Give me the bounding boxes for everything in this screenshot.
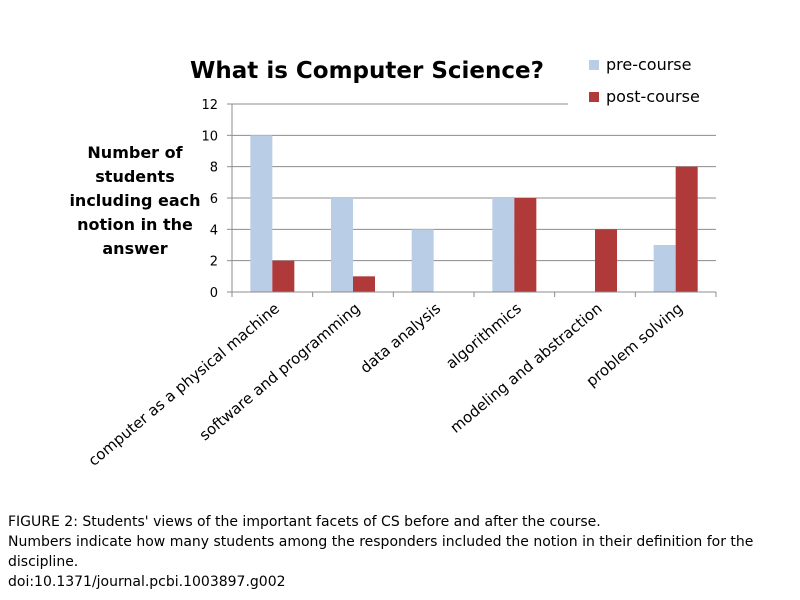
y-axis-label: Number of students including each notion in… [69, 143, 200, 258]
y-tick-label: 6 [210, 192, 218, 207]
bar [411, 229, 434, 292]
bars [250, 135, 698, 292]
legend: pre-course post-course [589, 55, 700, 106]
bar [492, 198, 515, 292]
y-tick-labels: 0 2 4 6 8 10 12 [201, 98, 218, 301]
legend-label: post-course [606, 87, 700, 106]
y-axis-label-line: Number of [87, 143, 183, 162]
y-tick-label: 0 [210, 286, 218, 301]
bar [250, 135, 273, 292]
legend-label: pre-course [606, 55, 691, 74]
y-tick-label: 2 [210, 255, 218, 270]
caption-line-1: FIGURE 2: Students' views of the importa… [8, 514, 601, 530]
bar [272, 260, 295, 292]
bar [653, 245, 676, 292]
y-axis-label-line: students [95, 167, 174, 186]
axes [227, 103, 717, 297]
bar [353, 276, 375, 292]
y-tick-label: 10 [201, 129, 218, 144]
bar [514, 198, 537, 292]
bar [595, 229, 617, 292]
y-axis-label-line: notion in the [77, 215, 193, 234]
chart-background [66, 47, 720, 480]
gridlines [232, 103, 716, 262]
bar [331, 198, 353, 292]
legend-swatch [589, 92, 599, 102]
y-axis-label-line: answer [102, 239, 167, 258]
chart-title: What is Computer Science? [190, 58, 544, 84]
y-tick-label: 8 [210, 161, 218, 176]
y-tick-label: 4 [210, 223, 218, 238]
bar [675, 166, 698, 292]
caption-line-2: Numbers indicate how many students among… [8, 534, 754, 570]
y-axis-label-line: including each [69, 191, 200, 210]
y-tick-label: 12 [201, 98, 218, 113]
figure-caption: FIGURE 2: Students' views of the importa… [8, 512, 792, 592]
caption-line-3: doi:10.1371/journal.pcbi.1003897.g002 [8, 574, 286, 590]
legend-swatch [589, 60, 599, 70]
